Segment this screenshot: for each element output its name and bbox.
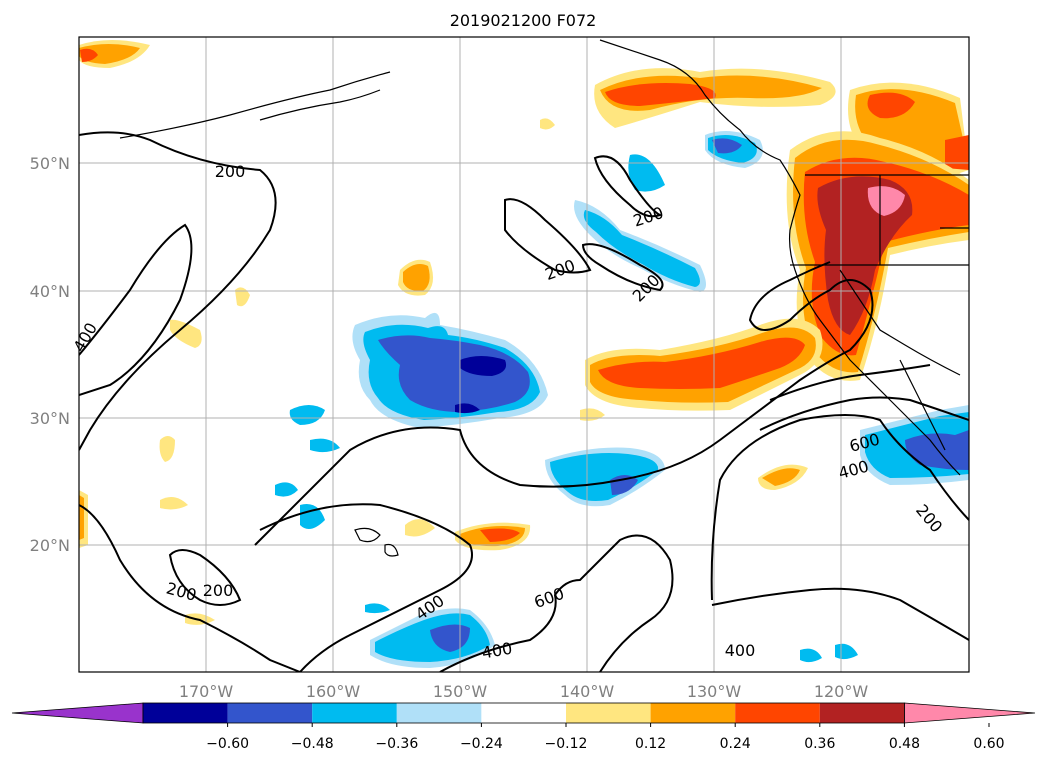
lat-label: 20°N — [30, 536, 70, 555]
colorbar-segment — [481, 703, 566, 723]
colorbar-extend-high — [904, 702, 1036, 724]
positive-anomalies — [79, 40, 969, 625]
colorbar-tick-label: −0.24 — [460, 736, 503, 752]
colorbar-tick-label: −0.48 — [291, 736, 334, 752]
colorbar-tick-label: 0.48 — [889, 736, 920, 752]
colorbar-segment — [227, 703, 313, 723]
map-frame — [78, 36, 970, 673]
contours — [79, 131, 969, 672]
colorbar-segment — [566, 703, 651, 723]
lon-label: 160°W — [306, 682, 361, 701]
colorbar-segment — [143, 703, 228, 723]
colorbar-segment — [650, 703, 736, 723]
contour-label: 200 — [203, 581, 234, 600]
colorbar-border — [142, 702, 905, 724]
lat-label: 40°N — [30, 282, 70, 301]
lon-label: 140°W — [560, 682, 615, 701]
graticule — [79, 37, 969, 672]
colorbar-segment — [312, 703, 397, 723]
latitude-labels: 50°N 40°N 30°N 20°N — [30, 154, 70, 555]
lon-label: 170°W — [179, 682, 234, 701]
lon-label: 120°W — [814, 682, 869, 701]
colorbar-segment — [735, 703, 820, 723]
colorbar: −0.60 −0.48 −0.36 −0.24 −0.12 0.12 0.24 0.36 0.4… — [11, 702, 1036, 752]
lat-label: 50°N — [30, 154, 70, 173]
negative-anomalies — [275, 131, 969, 668]
colorbar-tick-label: 0.12 — [635, 736, 666, 752]
colorbar-segment — [396, 703, 482, 723]
contour-label: 400 — [725, 641, 756, 660]
colorbar-tick-label: −0.36 — [375, 736, 418, 752]
map-content — [79, 37, 969, 672]
colorbar-tick-label: −0.12 — [545, 736, 588, 752]
colorbar-tick-label: 0.60 — [973, 736, 1004, 752]
colorbar-tick-label: 0.24 — [720, 736, 751, 752]
figure-title: 2019021200 F072 — [450, 11, 597, 30]
lat-label: 30°N — [30, 409, 70, 428]
longitude-labels: 170°W 160°W 150°W 140°W 130°W 120°W — [179, 682, 869, 701]
colorbar-segment — [819, 703, 905, 723]
contour-label: 200 — [215, 162, 246, 181]
lon-label: 130°W — [687, 682, 742, 701]
colorbar-tick-label: −0.60 — [206, 736, 249, 752]
colorbar-extend-low — [11, 702, 144, 724]
coastlines — [119, 39, 969, 557]
lon-label: 150°W — [433, 682, 488, 701]
colorbar-tick-label: 0.36 — [804, 736, 835, 752]
